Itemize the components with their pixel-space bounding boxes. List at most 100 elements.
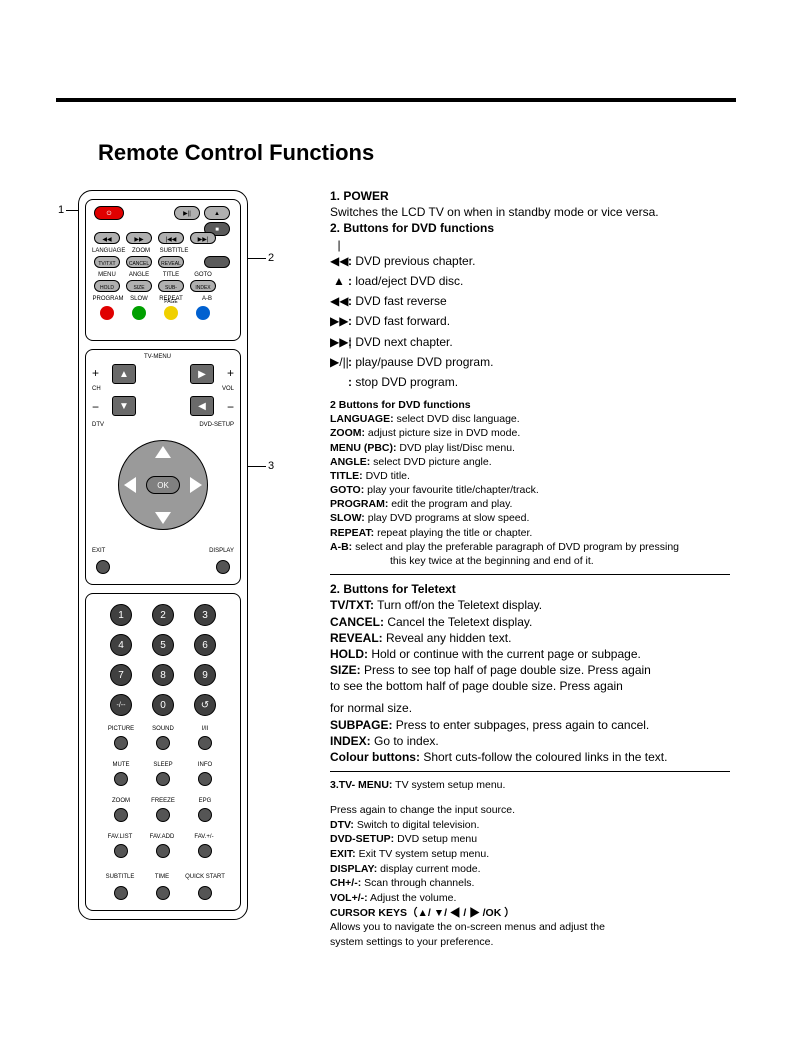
picture-button[interactable] [114,736,128,750]
hold-button[interactable]: HOLD [94,280,120,292]
ch-minus[interactable]: − [92,400,99,414]
quickstart-button[interactable] [198,886,212,900]
freeze-button[interactable] [156,808,170,822]
ch-up-button[interactable]: ▲ [112,364,136,384]
desc-ffwd: DVD fast forward. [355,314,450,328]
description-column: 1. POWER Switches the LCD TV on when in … [330,188,730,950]
icon-rew: ◀◀ [330,293,348,309]
sec2b-head: 2 Buttons for DVD functions [330,399,471,411]
colour-green-button[interactable] [132,306,146,320]
callout-2-line [248,258,266,259]
vol-plus[interactable]: + [227,366,234,380]
reveal-button[interactable]: REVEAL [158,256,184,268]
num-4[interactable]: 4 [110,634,132,656]
lbl-zoom: ZOOM [128,248,154,254]
lbl-sound: SOUND [146,726,180,732]
dpad-left[interactable] [124,477,136,493]
ch-down-button[interactable]: ▼ [112,396,136,416]
rew-button[interactable]: ◀◀ [94,232,120,244]
callout-3: 3 [268,460,274,472]
dpad-down[interactable] [155,512,171,524]
ffwd-button[interactable]: ▶▶ [126,232,152,244]
dpad: OK [118,440,208,530]
favlist-button[interactable] [114,844,128,858]
panel-dvd: ⏻ ▶|| ▲ ■ ◀◀ ▶▶ |◀◀ ▶▶| LANGUAGE ZOOM SU… [85,199,241,341]
callout-3-line [248,466,266,467]
cancel-button[interactable]: CANCEL [126,256,152,268]
num-return[interactable]: ↺ [194,694,216,716]
exit-button[interactable] [96,560,110,574]
panel-numeric: 1 2 3 4 5 6 7 8 9 -/-- 0 ↺ PICTURE SOUND… [85,593,241,911]
vol-up-button[interactable]: ▶ [190,364,214,384]
lbl-sleep: SLEEP [146,762,180,768]
lbl-ch: CH [92,386,101,392]
play-pause-button[interactable]: ▶|| [174,206,200,220]
epg-button[interactable] [198,808,212,822]
subtitle-button[interactable] [114,886,128,900]
ok-button[interactable]: OK [146,476,180,494]
desc-rew: DVD fast reverse [355,294,446,308]
num-0[interactable]: 0 [152,694,174,716]
callout-2: 2 [268,252,274,264]
time-button[interactable] [156,886,170,900]
desc-stop: stop DVD program. [355,375,458,389]
vol-down-button[interactable]: ◀ [190,396,214,416]
lbl-quickstart: QUICK START [182,874,228,880]
num-dash[interactable]: -/-- [110,694,132,716]
subpage-button[interactable]: SUB-PAGE [158,280,184,292]
sleep-button[interactable] [156,772,170,786]
favadd-button[interactable] [156,844,170,858]
lbl-time: TIME [144,874,180,880]
num-3[interactable]: 3 [194,604,216,626]
divider-1 [330,574,730,575]
colour-red-button[interactable] [100,306,114,320]
num-7[interactable]: 7 [110,664,132,686]
next-button[interactable]: ▶▶| [190,232,216,244]
prev-button[interactable]: |◀◀ [158,232,184,244]
lbl-subtitle: SUBTITLE [158,248,190,254]
colour-blue-button[interactable] [196,306,210,320]
callout-1: 1 [58,204,64,216]
num-1[interactable]: 1 [110,604,132,626]
i-ii-button[interactable] [198,736,212,750]
page-title: Remote Control Functions [98,140,374,166]
power-button[interactable]: ⏻ [94,206,124,220]
blank-button-1[interactable] [204,256,230,268]
ch-plus[interactable]: + [92,366,99,380]
favpm-button[interactable] [198,844,212,858]
index-button[interactable]: INDEX [190,280,216,292]
dpad-right[interactable] [190,477,202,493]
colour-yellow-button[interactable] [164,306,178,320]
lbl-angle: ANGLE [126,272,152,278]
num-5[interactable]: 5 [152,634,174,656]
top-rule [56,98,736,102]
panel-nav: TV-MENU + + ▲ ▶ CH VOL ▼ ◀ − − DTV DVD-S… [85,349,241,585]
vol-minus[interactable]: − [227,400,234,414]
dpad-up[interactable] [155,446,171,458]
info-button[interactable] [198,772,212,786]
lbl-vol: VOL [222,386,234,392]
lbl-subtitle2: SUBTITLE [102,874,138,880]
num-2[interactable]: 2 [152,604,174,626]
tvtxt-button[interactable]: TV/TXT [94,256,120,268]
lbl-picture: PICTURE [104,726,138,732]
tele-head: 2. Buttons for Teletext [330,582,456,596]
zoom-button[interactable] [114,808,128,822]
lbl-display: DISPLAY [209,548,234,554]
display-button[interactable] [216,560,230,574]
num-9[interactable]: 9 [194,664,216,686]
mute-button[interactable] [114,772,128,786]
sec1-line: Switches the LCD TV on when in standby m… [330,204,730,220]
num-8[interactable]: 8 [152,664,174,686]
remote-outline: ⏻ ▶|| ▲ ■ ◀◀ ▶▶ |◀◀ ▶▶| LANGUAGE ZOOM SU… [78,190,248,920]
eject-button[interactable]: ▲ [204,206,230,220]
icon-ffwd: ▶▶ [330,313,348,329]
lbl-program: PROGRAM [92,296,124,302]
lbl-language: LANGUAGE [92,248,124,254]
num-6[interactable]: 6 [194,634,216,656]
lbl-zoom2: ZOOM [104,798,138,804]
lbl-info: INFO [188,762,222,768]
sound-button[interactable] [156,736,170,750]
size-button[interactable]: SIZE [126,280,152,292]
lbl-favlist: FAV.LIST [102,834,138,840]
